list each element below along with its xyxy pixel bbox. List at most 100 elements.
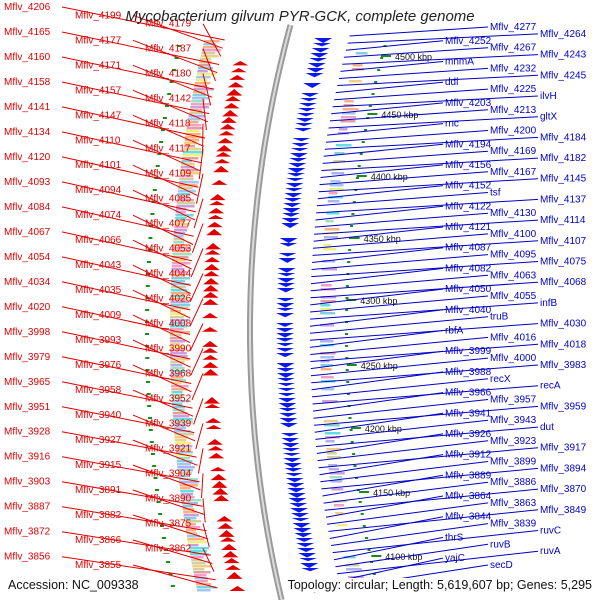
reverse-gene-mark xyxy=(276,333,294,338)
right-gene-label: tsf xyxy=(490,188,501,199)
right-gene-label: Mflv_4122 xyxy=(445,201,492,212)
left-label-leader xyxy=(195,423,204,450)
left-label-leader xyxy=(132,314,191,344)
reverse-gene-mark xyxy=(286,178,305,182)
tick-mark xyxy=(155,489,159,491)
cog-band-tile xyxy=(174,220,186,223)
cog-band-tile xyxy=(335,512,344,515)
reverse-gene-mark xyxy=(282,453,301,457)
right-gene-label: Mflv_4213 xyxy=(490,105,537,116)
right-gene-label: Mflv_3923 xyxy=(490,436,537,447)
left-gene-label: Mflv_4206 xyxy=(4,2,51,13)
right-label-leader xyxy=(327,502,489,525)
reverse-gene-mark xyxy=(285,183,304,188)
cog-band-tile xyxy=(337,524,348,527)
cog-band-tile xyxy=(320,364,333,367)
forward-gene-mark xyxy=(203,271,220,277)
forward-gene-mark xyxy=(202,299,219,305)
right-gene-label: Mflv_4225 xyxy=(490,84,537,95)
cog-band-tile xyxy=(197,589,211,592)
right-label-leader xyxy=(312,392,444,412)
tick-mark xyxy=(349,429,353,431)
reverse-gene-mark xyxy=(276,308,295,312)
cog-band-tile xyxy=(324,228,340,231)
genome-backbone-highlight xyxy=(249,24,292,600)
forward-gene-mark xyxy=(204,404,221,409)
cog-band-tile xyxy=(192,94,206,97)
reverse-gene-mark xyxy=(281,438,300,443)
right-gene-label: Mflv_4114 xyxy=(540,215,586,226)
reverse-gene-mark xyxy=(283,198,302,202)
cog-band-tile xyxy=(185,529,196,532)
left-gene-label: Mflv_4093 xyxy=(4,177,51,188)
cog-band-tile xyxy=(171,397,183,400)
forward-gene-mark xyxy=(216,516,233,522)
tick-mark xyxy=(170,585,175,587)
reverse-gene-mark xyxy=(297,108,316,112)
cog-band-tile xyxy=(330,180,341,183)
forward-gene-mark xyxy=(202,292,219,298)
left-label-leader xyxy=(61,306,191,335)
left-label-leader xyxy=(61,356,192,384)
scale-label: 4400 kbp xyxy=(371,172,408,182)
reverse-gene-mark xyxy=(311,48,330,53)
cog-band-tile xyxy=(170,298,188,301)
tick-mark xyxy=(147,249,152,251)
tick-mark xyxy=(158,513,163,515)
cog-band-tile xyxy=(324,236,339,239)
forward-gene-mark xyxy=(227,82,244,88)
cog-band-tile xyxy=(171,274,186,277)
left-gene-label: Mflv_4110 xyxy=(75,135,121,146)
cog-band-tile xyxy=(185,136,204,139)
cog-band-tile xyxy=(323,244,332,247)
cog-band-tile xyxy=(197,70,208,73)
left-label-leader xyxy=(193,198,204,229)
reverse-gene-mark xyxy=(276,348,295,352)
right-gene-label: Mflv_3926 xyxy=(445,429,492,440)
right-label-leader xyxy=(328,116,539,129)
left-label-leader xyxy=(132,539,213,564)
right-gene-label: Mflv_3957 xyxy=(490,395,537,406)
reverse-gene-mark xyxy=(281,443,300,448)
right-label-leader xyxy=(342,54,539,65)
cog-band-tile xyxy=(191,97,210,100)
left-label-leader xyxy=(61,56,214,90)
tick-mark xyxy=(150,453,155,455)
left-label-leader xyxy=(132,239,192,270)
cog-band-tile xyxy=(321,376,334,379)
reverse-gene-mark xyxy=(279,423,298,428)
tick-mark xyxy=(166,561,171,563)
tick-mark xyxy=(148,237,153,239)
cog-band-tile xyxy=(323,420,339,423)
left-label-leader xyxy=(191,223,204,253)
right-label-leader xyxy=(337,74,539,86)
cog-band-tile xyxy=(329,476,342,479)
tick-mark xyxy=(359,153,363,155)
cog-band-tile xyxy=(178,475,190,478)
tick-mark xyxy=(351,213,355,215)
right-gene-label: rnc xyxy=(445,119,459,130)
cog-band-tile xyxy=(177,190,196,193)
right-label-leader xyxy=(312,240,539,256)
right-gene-label: secD xyxy=(490,560,513,571)
cog-band-tile xyxy=(320,312,335,315)
left-gene-label: Mflv_4020 xyxy=(4,302,51,313)
left-gene-label: Mflv_4035 xyxy=(75,285,122,296)
right-label-leader xyxy=(309,323,539,341)
forward-gene-mark xyxy=(217,138,234,144)
left-gene-label: Mflv_3952 xyxy=(145,393,192,404)
left-gene-label: Mflv_4120 xyxy=(4,152,51,163)
right-gene-label: gltX xyxy=(540,112,558,123)
left-gene-label: Mflv_3903 xyxy=(4,477,51,488)
reverse-gene-mark xyxy=(276,343,295,347)
cog-band-tile xyxy=(181,502,198,505)
cog-band-tile xyxy=(176,208,187,211)
reverse-gene-mark xyxy=(296,543,315,547)
reverse-gene-mark xyxy=(276,313,295,318)
right-label-leader xyxy=(315,205,444,221)
cog-band-tile xyxy=(170,319,188,322)
cog-band-tile xyxy=(189,550,207,553)
cog-band-tile xyxy=(171,280,186,283)
right-gene-label: Mflv_3999 xyxy=(445,346,492,357)
reverse-gene-mark xyxy=(314,38,333,43)
